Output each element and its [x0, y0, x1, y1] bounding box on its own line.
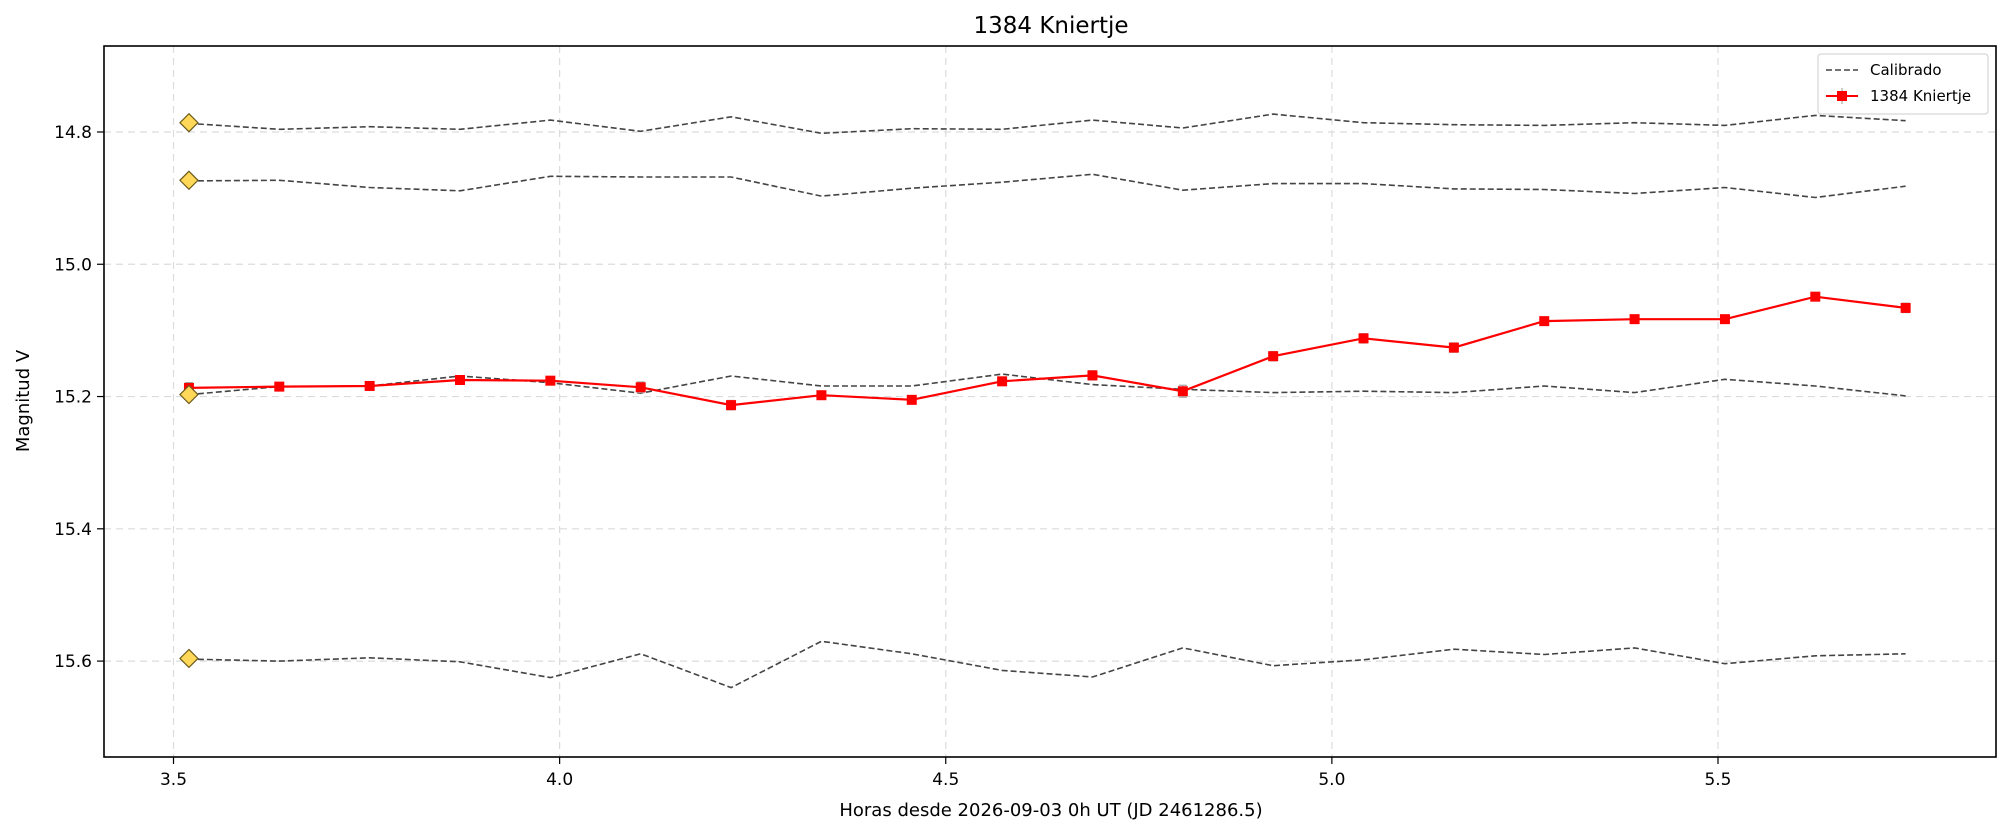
target-data-point: [1719, 314, 1730, 325]
comparison-series-line: [188, 640, 1906, 689]
axes: 3.5 4.0 4.5 5.0 5.5 14.8 15.0 15.2 15.4 15.6: [54, 123, 1731, 790]
chart-title: 1384 Kniertje: [973, 13, 1128, 39]
comparison-series-line: [188, 373, 1906, 397]
legend-box: [1817, 53, 1989, 115]
x-tick-label: 3.5: [160, 770, 187, 790]
target-data-point: [1448, 342, 1459, 353]
x-tick-label: 4.5: [932, 770, 959, 790]
reference-marker: [179, 112, 199, 133]
y-tick-label: 14.8: [54, 123, 92, 143]
plot-frame: [103, 45, 1997, 758]
reference-marker: [179, 648, 199, 669]
target-data-point: [997, 376, 1008, 387]
target-data-point: [906, 394, 917, 405]
legend-label-calibrado: Calibrado: [1870, 61, 1942, 79]
reference-marker: [179, 170, 199, 191]
target-series-line: [188, 295, 1906, 407]
target-data-point: [635, 382, 646, 393]
target-data-point: [364, 380, 375, 391]
reference-marker: [179, 384, 199, 405]
x-tick-label: 5.0: [1318, 770, 1345, 790]
comparison-series-line: [188, 173, 1906, 199]
target-data-point: [1900, 302, 1911, 313]
target-data-point: [1629, 314, 1640, 325]
target-data-point: [455, 375, 466, 386]
target-data-point: [816, 390, 827, 401]
target-data-point: [1177, 386, 1188, 397]
y-tick-label: 15.6: [54, 652, 92, 672]
legend-swatch-target-marker: [1837, 91, 1847, 101]
target-data-point: [1358, 333, 1369, 344]
y-tick-label: 15.4: [54, 520, 92, 540]
target-data-point: [1810, 291, 1821, 302]
target-data-point: [1539, 316, 1550, 327]
series-layer: [183, 113, 1911, 689]
target-data-point: [545, 375, 556, 386]
grid: [104, 46, 1996, 757]
target-data-point: [1268, 351, 1279, 362]
x-tick-label: 5.5: [1704, 770, 1731, 790]
legend: Calibrado 1384 Kniertje: [1817, 53, 1989, 115]
x-axis-label: Horas desde 2026-09-03 0h UT (JD 2461286…: [839, 800, 1262, 821]
marker-layer: [179, 112, 199, 669]
target-data-point: [1087, 370, 1098, 381]
y-tick-label: 15.0: [54, 255, 92, 275]
y-axis-label: Magnitud V: [13, 349, 34, 452]
x-tick-label: 4.0: [546, 770, 573, 790]
target-data-point: [726, 400, 737, 411]
legend-label-target: 1384 Kniertje: [1870, 87, 1971, 105]
target-data-point: [274, 381, 285, 392]
y-tick-label: 15.2: [54, 388, 92, 408]
